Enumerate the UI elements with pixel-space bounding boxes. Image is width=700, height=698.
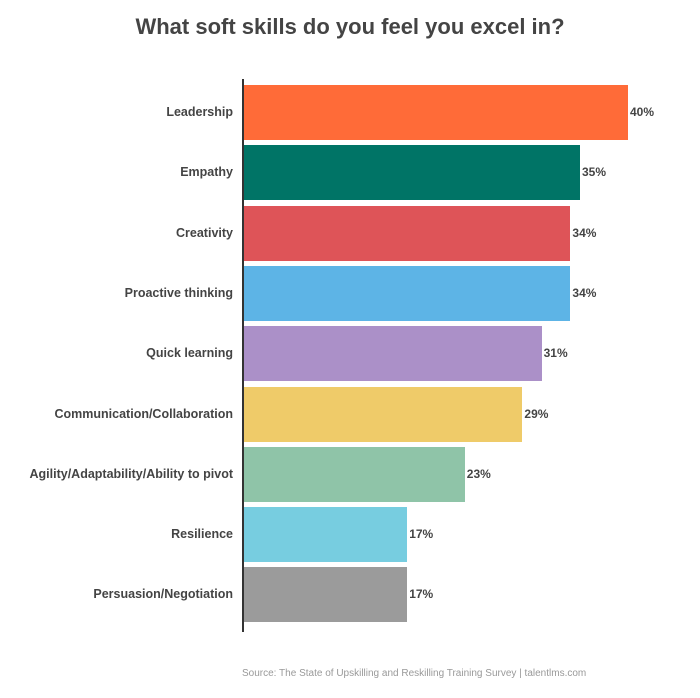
category-label: Agility/Adaptability/Ability to pivot <box>29 466 233 481</box>
chart-title: What soft skills do you feel you excel i… <box>135 14 565 39</box>
value-label: 17% <box>409 587 434 602</box>
bar-row: Leadership 40% <box>0 85 700 140</box>
bar-row: Communication/Collaboration 29% <box>0 386 700 442</box>
value-label: 17% <box>409 527 434 542</box>
category-label: Leadership <box>166 105 233 119</box>
bar <box>244 205 571 261</box>
category-label: Quick learning <box>146 346 233 361</box>
bar <box>244 567 408 623</box>
bar <box>244 507 408 563</box>
bar <box>244 85 628 140</box>
category-label: Empathy <box>180 165 233 180</box>
source-note: Source: The State of Upskilling and Resk… <box>242 668 587 679</box>
bar-row: Resilience 17% <box>0 507 700 563</box>
bar <box>244 386 523 442</box>
value-label: 23% <box>466 466 491 481</box>
category-label: Resilience <box>171 527 233 542</box>
bar <box>244 326 542 382</box>
y-axis-line <box>242 79 244 632</box>
value-label: 34% <box>572 285 597 300</box>
bar-row: Quick learning 31% <box>0 326 700 382</box>
bar-row: Empathy 35% <box>0 145 700 201</box>
bar-row: Persuasion/Negotiation 17% <box>0 567 700 623</box>
value-label: 35% <box>582 165 607 180</box>
value-label: 40% <box>630 105 655 119</box>
category-label: Creativity <box>176 225 233 240</box>
value-label: 34% <box>572 225 597 240</box>
category-label: Persuasion/Negotiation <box>93 587 233 602</box>
category-label: Proactive thinking <box>124 285 233 300</box>
category-label: Communication/Collaboration <box>54 406 233 421</box>
bar <box>244 145 580 201</box>
bar-row: Creativity 34% <box>0 205 700 261</box>
value-label: 31% <box>543 346 568 361</box>
value-label: 29% <box>524 406 549 421</box>
bar <box>244 265 571 321</box>
bar <box>244 446 465 502</box>
bar-row: Agility/Adaptability/Ability to pivot 23% <box>0 446 700 502</box>
bar-row: Proactive thinking 34% <box>0 265 700 321</box>
